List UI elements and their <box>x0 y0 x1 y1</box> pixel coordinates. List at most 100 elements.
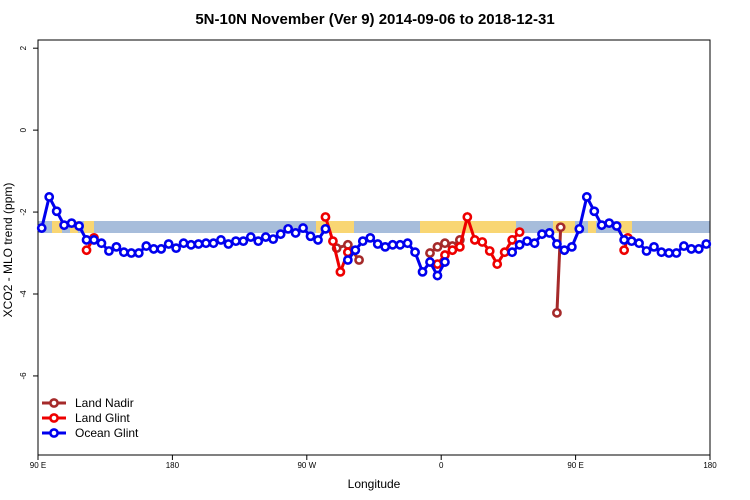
legend-label: Land Nadir <box>75 396 134 410</box>
data-point <box>417 266 428 277</box>
x-tick-label: 0 <box>439 461 444 470</box>
data-point <box>216 235 226 245</box>
data-point <box>402 238 413 249</box>
plot-frame <box>37 39 711 456</box>
data-point <box>201 238 211 249</box>
data-point <box>432 259 443 269</box>
data-point <box>350 245 361 256</box>
data-point <box>395 239 406 250</box>
data-point <box>298 223 308 233</box>
y-tick-label: -2 <box>19 208 28 216</box>
data-point <box>626 236 637 247</box>
data-point <box>462 212 473 222</box>
data-point <box>469 235 480 245</box>
data-point <box>372 239 383 249</box>
data-point <box>89 235 99 245</box>
data-point <box>477 237 488 247</box>
data-point <box>619 245 630 256</box>
data-point <box>133 248 144 258</box>
x-tick-label: 180 <box>166 461 180 470</box>
data-point <box>186 239 196 250</box>
data-point <box>320 212 331 222</box>
data-point <box>447 245 458 256</box>
data-point <box>178 238 189 249</box>
data-point <box>208 238 219 249</box>
data-point <box>335 266 346 277</box>
data-point <box>440 238 450 249</box>
data-point <box>81 235 92 245</box>
data-point <box>656 247 667 258</box>
data-point <box>454 241 465 252</box>
data-point <box>499 247 510 258</box>
data-point <box>104 246 114 256</box>
data-point <box>522 236 532 247</box>
x-tick-label: 90 W <box>297 461 316 470</box>
data-point <box>141 241 152 251</box>
x-tick-label: 90 E <box>30 461 46 470</box>
data-point <box>693 244 704 254</box>
data-point <box>432 241 443 252</box>
data-point <box>290 228 301 238</box>
x-tick-label: 90 E <box>567 461 583 470</box>
data-point <box>223 239 234 249</box>
data-point <box>514 227 525 238</box>
data-point <box>649 241 659 252</box>
data-point <box>507 235 518 245</box>
data-point <box>148 244 159 254</box>
data-point <box>678 241 689 251</box>
land-band <box>420 221 516 233</box>
data-point <box>66 218 77 229</box>
data-point <box>701 239 712 249</box>
data-point <box>111 241 122 252</box>
data-point <box>555 222 566 233</box>
data-point <box>604 218 615 229</box>
y-tick-label: -6 <box>19 372 28 380</box>
y-tick-label: -4 <box>19 290 28 298</box>
data-point <box>51 206 62 217</box>
data-point <box>230 236 241 247</box>
data-point <box>357 236 368 247</box>
data-point <box>163 239 174 249</box>
data-point <box>529 238 540 249</box>
data-point <box>537 229 547 240</box>
data-point <box>552 307 562 318</box>
data-point <box>589 206 600 217</box>
data-point <box>581 192 592 202</box>
data-point <box>118 247 129 258</box>
legend-marker <box>49 398 59 408</box>
land-band <box>52 221 62 233</box>
data-point <box>156 244 167 254</box>
data-point <box>566 241 577 252</box>
legend-marker <box>49 413 59 423</box>
data-point <box>671 248 682 258</box>
data-point <box>641 246 652 256</box>
x-axis-label: Longitude <box>348 477 401 491</box>
legend-marker <box>49 428 59 438</box>
data-point <box>410 247 420 258</box>
data-point <box>559 245 570 256</box>
data-point <box>634 238 644 249</box>
data-point <box>544 228 555 238</box>
data-point <box>484 246 495 256</box>
land-band <box>588 221 596 233</box>
data-point <box>342 255 353 265</box>
data-point <box>574 223 585 234</box>
data-point <box>365 232 376 243</box>
data-point <box>514 239 525 250</box>
data-point <box>425 257 435 267</box>
data-point <box>268 234 279 245</box>
data-point <box>432 270 443 281</box>
land-band <box>84 221 94 233</box>
data-point <box>260 232 271 242</box>
data-point <box>507 247 518 258</box>
data-point <box>686 244 697 254</box>
data-point <box>664 248 674 258</box>
data-point <box>354 255 364 265</box>
data-point <box>552 239 562 249</box>
legend-label: Land Glint <box>75 411 130 425</box>
data-point <box>245 232 256 242</box>
data-point <box>596 220 607 231</box>
data-point <box>126 248 137 258</box>
data-point <box>440 257 450 267</box>
data-point <box>425 248 435 258</box>
